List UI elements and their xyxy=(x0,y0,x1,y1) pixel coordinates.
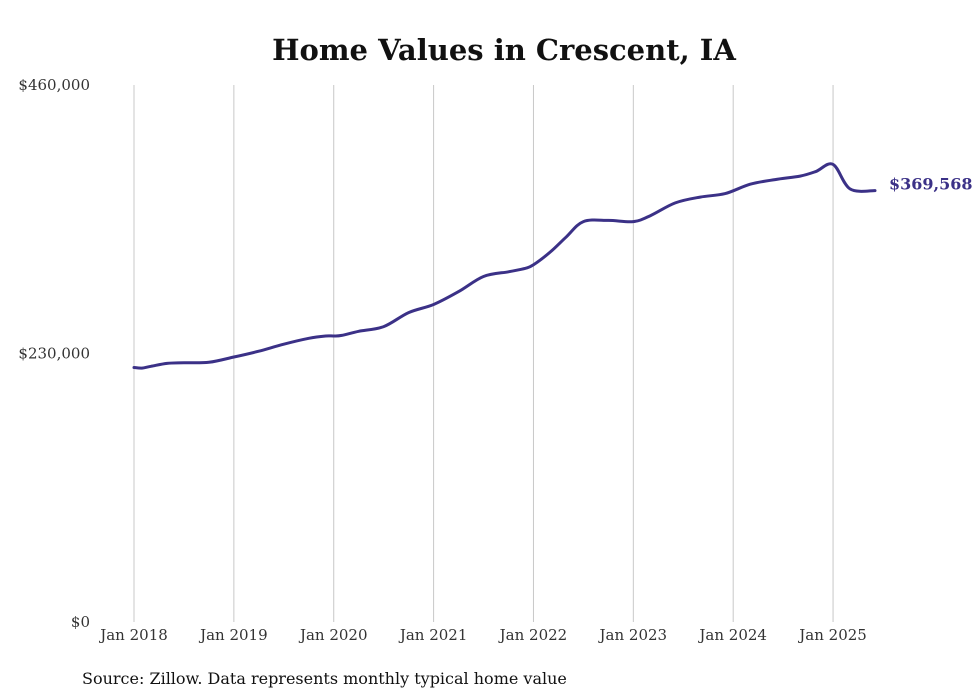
data-point xyxy=(815,170,818,173)
x-tick-label: Jan 2021 xyxy=(398,626,468,644)
data-point xyxy=(607,219,610,222)
data-point xyxy=(699,196,702,199)
vertical-gridlines xyxy=(133,85,834,622)
data-point xyxy=(849,187,852,190)
data-point xyxy=(407,311,410,314)
data-point xyxy=(649,214,652,217)
x-tick-label: Jan 2019 xyxy=(198,626,268,644)
data-point xyxy=(149,365,152,368)
x-tick-label: Jan 2022 xyxy=(498,626,568,644)
x-tick-label: Jan 2023 xyxy=(598,626,668,644)
data-point xyxy=(282,343,285,346)
data-point xyxy=(207,361,210,364)
data-point xyxy=(324,334,327,337)
data-point xyxy=(565,235,568,238)
data-point xyxy=(482,275,485,278)
data-point xyxy=(532,263,535,266)
data-point xyxy=(133,366,136,369)
data-point xyxy=(524,267,527,270)
data-point xyxy=(257,350,260,353)
data-point xyxy=(432,303,435,306)
y-tick-label: $230,000 xyxy=(18,345,90,363)
x-tick-label: Jan 2024 xyxy=(697,626,767,644)
data-point xyxy=(182,361,185,364)
x-tick-label: Jan 2025 xyxy=(797,626,867,644)
data-point xyxy=(674,201,677,204)
last-value-label: $369,568 xyxy=(889,175,973,194)
data-point xyxy=(232,356,235,359)
data-point xyxy=(874,189,877,192)
data-point xyxy=(357,330,360,333)
chart-title: Home Values in Crescent, IA xyxy=(272,33,736,67)
source-note: Source: Zillow. Data represents monthly … xyxy=(82,669,567,688)
data-point xyxy=(724,192,727,195)
data-point xyxy=(507,270,510,273)
x-axis-tick-labels: Jan 2018 Jan 2019 Jan 2020 Jan 2021 Jan 2022… xyxy=(98,626,867,644)
data-point xyxy=(799,175,802,178)
y-tick-label: $0 xyxy=(71,613,90,631)
data-point xyxy=(749,183,752,186)
data-point xyxy=(340,334,343,337)
data-point xyxy=(307,337,310,340)
y-tick-label: $460,000 xyxy=(18,76,90,94)
data-point xyxy=(457,290,460,293)
home-value-series-line xyxy=(132,162,877,370)
x-tick-label: Jan 2018 xyxy=(98,626,168,644)
series-data-points xyxy=(133,163,877,370)
data-point xyxy=(165,362,168,365)
y-axis-tick-labels: $0 $230,000 $460,000 xyxy=(18,76,90,631)
data-point xyxy=(382,325,385,328)
data-point xyxy=(549,250,552,253)
data-point xyxy=(140,367,143,370)
data-point xyxy=(832,163,835,166)
x-tick-label: Jan 2020 xyxy=(298,626,368,644)
data-point xyxy=(774,178,777,181)
data-point xyxy=(632,220,635,223)
data-point xyxy=(582,220,585,223)
data-point xyxy=(332,334,335,337)
